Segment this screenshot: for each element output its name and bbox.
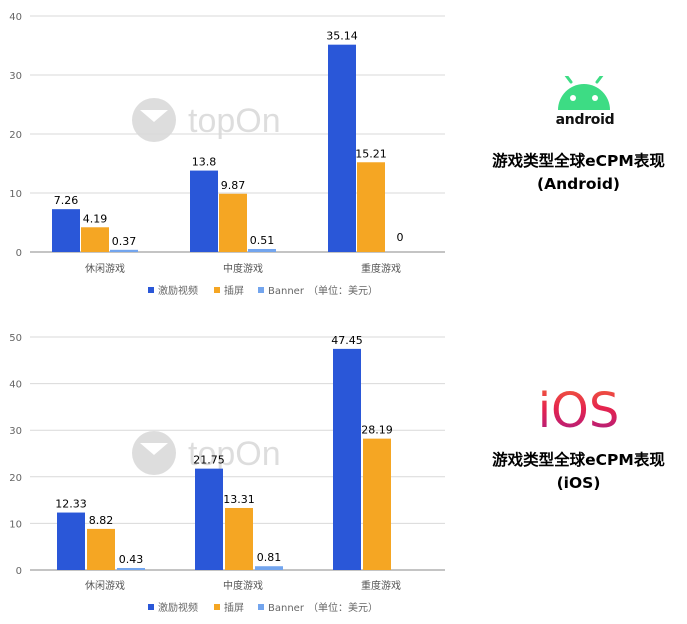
bar [363, 438, 391, 570]
y-tick-label: 30 [9, 426, 22, 437]
chart-2: topOn 0 10 20 30 40 50 12.338.82 0.43 休闲游戏 21.75 13… [9, 333, 445, 614]
bar [248, 248, 276, 252]
ios-caption-line2: (iOS) [556, 474, 601, 492]
android-caption-line2: (Android) [537, 175, 620, 193]
watermark-text: topOn [188, 435, 281, 473]
y-tick-label: 40 [9, 380, 22, 391]
y-tick-label: 10 [9, 189, 22, 200]
legend-label: 插屏 [224, 601, 244, 614]
y-tick-label: 10 [9, 519, 22, 530]
category-label: 中度游戏 [223, 262, 263, 275]
data-label: 13.8 [192, 156, 217, 169]
bar [110, 249, 138, 252]
unit-note: （单位：美元） [308, 284, 378, 297]
category-label: 休闲游戏 [85, 579, 125, 592]
bar [81, 227, 109, 252]
data-label: 13.31 [223, 493, 255, 506]
y-tick-label: 0 [16, 248, 22, 259]
chart-1: topOn 0 10 20 30 40 7.26 4.19 0.37 休闲游戏 13.8 9.87 0.… [9, 12, 445, 297]
bar [190, 170, 218, 252]
bar [219, 193, 247, 252]
bar [195, 468, 223, 570]
android-wordmark: android [555, 112, 615, 128]
bar [357, 162, 385, 252]
watermark-logo-mark [140, 110, 168, 122]
legend-label: Banner [268, 603, 305, 614]
bar [333, 348, 361, 570]
data-label: 21.75 [193, 454, 225, 467]
watermark: topOn [132, 98, 281, 142]
bar [87, 528, 115, 570]
data-label: 0.51 [250, 234, 275, 247]
legend-swatch [258, 287, 264, 293]
category-label: 重度游戏 [361, 579, 401, 592]
android-caption: 游戏类型全球eCPM表现 (Android) [470, 150, 687, 196]
data-label: 7.26 [54, 194, 79, 207]
watermark-logo-icon [132, 431, 176, 475]
y-tick-label: 20 [9, 130, 22, 141]
unit-note: （单位：美元） [308, 601, 378, 614]
watermark: topOn [132, 431, 281, 475]
y-tick-label: 0 [16, 566, 22, 577]
data-label: 15.21 [355, 147, 387, 160]
data-label: 9.87 [221, 179, 246, 192]
legend-swatch [214, 604, 220, 610]
ios-logo: iOS [470, 384, 687, 438]
legend-swatch [214, 287, 220, 293]
bar [255, 566, 283, 570]
data-label: 0 [397, 231, 404, 244]
y-tick-label: 30 [9, 71, 22, 82]
category-label: 中度游戏 [223, 579, 263, 592]
bar [57, 512, 85, 570]
data-label: 12.33 [55, 498, 87, 511]
ios-caption-line1: 游戏类型全球eCPM表现 [492, 451, 665, 469]
category-label: 休闲游戏 [85, 262, 125, 275]
bar [52, 209, 80, 252]
data-label: 47.45 [331, 334, 363, 347]
data-label: 8.82 [89, 514, 114, 527]
watermark-logo-mark [140, 443, 168, 455]
y-tick-label: 20 [9, 473, 22, 484]
legend-swatch [148, 604, 154, 610]
watermark-logo-icon [132, 98, 176, 142]
data-label: 35.14 [326, 30, 358, 43]
android-caption-line1: 游戏类型全球eCPM表现 [492, 152, 665, 170]
bar [117, 567, 145, 570]
legend-swatch [148, 287, 154, 293]
legend-label: Banner [268, 286, 305, 297]
ios-wordmark: iOS [537, 383, 620, 439]
legend-label: 插屏 [224, 284, 244, 297]
android-robot-icon [554, 72, 614, 116]
data-label: 0.81 [257, 551, 282, 564]
data-label: 4.19 [83, 212, 108, 225]
category-label: 重度游戏 [361, 262, 401, 275]
data-label: 0.43 [119, 553, 144, 566]
bar [225, 507, 253, 570]
legend-label: 激励视频 [158, 284, 198, 297]
data-label: 0.37 [112, 235, 137, 248]
legend-swatch [258, 604, 264, 610]
bar [328, 44, 356, 253]
y-tick-label: 40 [9, 12, 22, 23]
data-label: 28.19 [361, 424, 393, 437]
ios-caption: 游戏类型全球eCPM表现 (iOS) [470, 449, 687, 495]
legend-label: 激励视频 [158, 601, 198, 614]
y-tick-label: 50 [9, 333, 22, 344]
